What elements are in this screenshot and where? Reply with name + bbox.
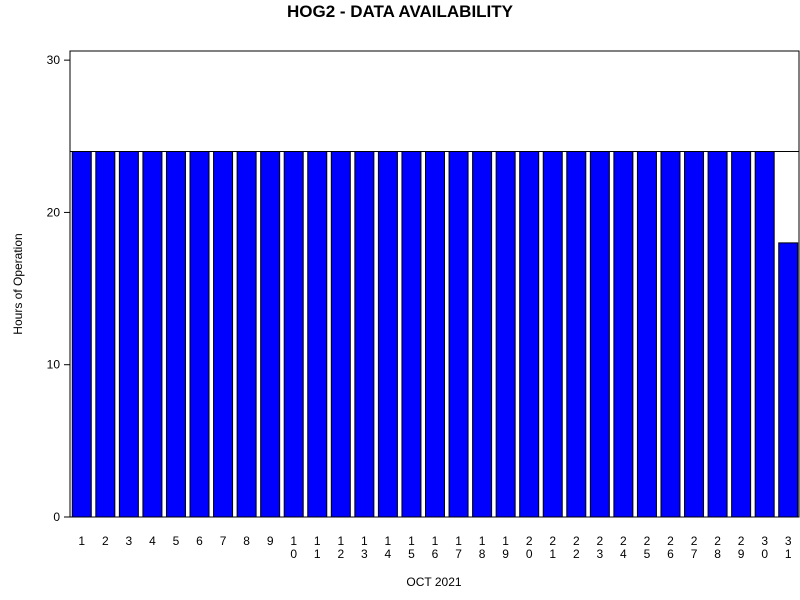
x-tick-label: 6: [196, 534, 203, 548]
bar: [731, 151, 752, 518]
bar: [707, 151, 728, 518]
bar: [118, 151, 139, 518]
x-tick-label: 9: [267, 534, 274, 548]
bar: [495, 151, 516, 518]
x-tick-label: 8: [243, 534, 250, 548]
bar: [236, 151, 257, 518]
x-tick-label: 5: [173, 534, 180, 548]
bar: [95, 151, 116, 518]
bar: [472, 151, 493, 518]
y-tick-label: 20: [47, 205, 61, 219]
bar: [425, 151, 445, 518]
bar: [448, 151, 469, 518]
bar: [754, 151, 775, 518]
bar: [213, 151, 234, 518]
x-tick-label: 3: [126, 534, 133, 548]
bar: [354, 151, 375, 518]
bar: [330, 151, 351, 518]
x-axis-label: OCT 2021: [406, 575, 461, 589]
bar: [260, 151, 281, 518]
bar: [142, 151, 163, 518]
y-tick-label: 30: [47, 53, 61, 67]
x-tick-label: 7: [220, 534, 227, 548]
x-tick-label: 1: [78, 534, 85, 548]
bar: [189, 151, 210, 518]
bar: [660, 151, 681, 518]
chart-title: HOG2 - DATA AVAILABILITY: [287, 2, 514, 21]
bar: [377, 151, 398, 518]
y-axis-label: Hours of Operation: [11, 233, 25, 334]
bar: [778, 242, 799, 518]
bar: [307, 151, 328, 518]
bar: [542, 151, 563, 518]
bar: [401, 151, 422, 518]
bar: [636, 151, 657, 518]
bar: [589, 151, 610, 518]
x-tick-label: 2: [102, 534, 109, 548]
bar: [165, 151, 186, 518]
y-tick-label: 10: [47, 358, 61, 372]
y-tick-label: 0: [53, 510, 60, 524]
bar: [684, 151, 705, 518]
bar: [283, 151, 304, 518]
bar: [71, 151, 92, 518]
x-tick-label: 4: [149, 534, 156, 548]
bar: [519, 151, 540, 518]
bar: [613, 151, 634, 518]
bar: [566, 151, 587, 518]
